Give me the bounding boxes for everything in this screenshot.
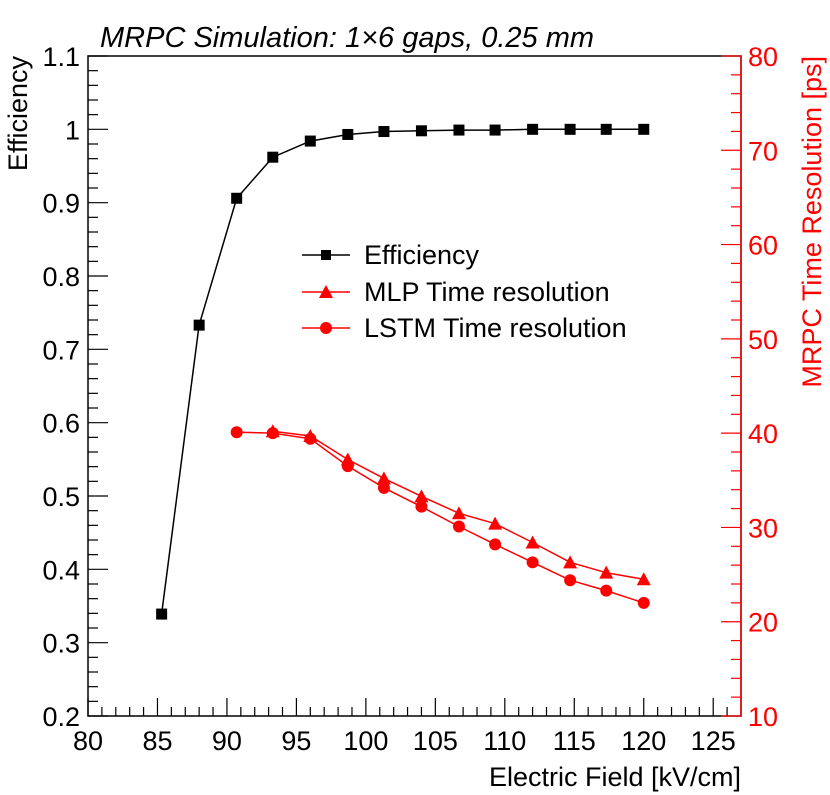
data-point xyxy=(453,124,465,136)
series-2 xyxy=(230,426,650,609)
y2-axis-label: MRPC Time Resolution [ps] xyxy=(797,56,827,388)
x-tick-label: 100 xyxy=(343,726,388,756)
legend-square-marker xyxy=(321,250,331,260)
data-point xyxy=(341,460,354,473)
data-point xyxy=(415,500,428,513)
data-point xyxy=(230,426,243,439)
x-tick-label: 95 xyxy=(281,726,311,756)
legend-circle-marker xyxy=(320,322,332,334)
data-point xyxy=(452,520,465,533)
y2-tick-label: 70 xyxy=(748,136,778,166)
y2-tick-label: 50 xyxy=(748,325,778,355)
data-point xyxy=(564,574,577,587)
y2-tick-label: 10 xyxy=(748,702,778,732)
x-tick-label: 85 xyxy=(142,726,172,756)
data-point xyxy=(638,123,650,135)
data-point xyxy=(564,123,576,135)
data-point xyxy=(600,123,612,135)
legend: Efficiency MLP Time resolution LSTM Time… xyxy=(302,240,627,343)
y-tick-label: 0.6 xyxy=(42,409,80,439)
data-point xyxy=(376,471,391,485)
x-tick-label: 80 xyxy=(73,726,103,756)
plot-area xyxy=(87,55,742,717)
y-tick-label: 1 xyxy=(65,115,80,145)
x-tick-label: 90 xyxy=(212,726,242,756)
x-axis-label: Electric Field [kV/cm] xyxy=(489,762,741,792)
data-point xyxy=(636,572,651,586)
chart-title: MRPC Simulation: 1×6 gaps, 0.25 mm xyxy=(100,22,594,54)
legend-item-efficiency: Efficiency xyxy=(302,240,480,270)
legend-triangle-marker xyxy=(319,285,333,298)
series-line xyxy=(160,128,644,615)
y2-tick-label: 20 xyxy=(748,608,778,638)
series-0 xyxy=(156,123,650,620)
y2-tick-label: 80 xyxy=(748,42,778,72)
series-line xyxy=(272,430,644,581)
legend-label-mlp: MLP Time resolution xyxy=(364,277,610,307)
data-point xyxy=(637,596,650,609)
legend-label-lstm: LSTM Time resolution xyxy=(364,313,627,343)
legend-label-efficiency: Efficiency xyxy=(364,240,480,270)
y-axis: 0.2 0.3 0.4 0.5 0.6 0.7 0.8 0.9 1 1.1 xyxy=(42,42,108,732)
series-line xyxy=(236,431,644,604)
y-axis-label: Efficiency xyxy=(3,56,33,172)
legend-item-mlp: MLP Time resolution xyxy=(302,277,610,307)
y2-axis: 10 20 30 40 50 60 70 80 xyxy=(721,42,778,732)
y-tick-label: 0.2 xyxy=(42,702,80,732)
data-point xyxy=(193,319,205,331)
y-tick-label: 0.3 xyxy=(42,629,80,659)
y2-tick-label: 30 xyxy=(748,513,778,543)
data-point xyxy=(489,124,501,136)
x-tick-label: 115 xyxy=(553,726,596,756)
x-tick-label: 105 xyxy=(413,726,458,756)
data-point xyxy=(451,506,466,520)
x-tick-label: 125 xyxy=(691,726,736,756)
series-layer xyxy=(156,123,651,620)
data-point xyxy=(414,489,429,503)
data-point xyxy=(377,481,390,494)
y2-tick-label: 40 xyxy=(748,419,778,449)
data-point xyxy=(342,128,354,140)
y-tick-label: 1.1 xyxy=(42,42,80,72)
data-point xyxy=(563,555,578,569)
y-tick-label: 0.5 xyxy=(42,482,80,512)
data-point xyxy=(525,535,540,549)
data-point xyxy=(488,516,503,530)
data-point xyxy=(415,125,427,137)
data-point xyxy=(527,123,539,135)
data-point xyxy=(304,432,317,445)
x-tick-label: 110 xyxy=(483,726,526,756)
data-point xyxy=(489,538,502,551)
legend-item-lstm: LSTM Time resolution xyxy=(302,313,627,343)
y-tick-label: 0.7 xyxy=(42,335,80,365)
y-tick-label: 0.8 xyxy=(42,262,80,292)
data-point xyxy=(600,584,613,597)
y-tick-label: 0.4 xyxy=(42,555,80,585)
data-point xyxy=(266,427,279,440)
y-tick-label: 0.9 xyxy=(42,189,80,219)
data-point xyxy=(267,151,279,163)
data-point xyxy=(304,135,316,147)
y2-tick-label: 60 xyxy=(748,231,778,261)
data-point xyxy=(378,126,390,138)
data-point xyxy=(599,565,614,579)
data-point xyxy=(156,608,168,620)
x-axis: 80 85 90 95 100 105 110 115 120 125 xyxy=(73,698,736,756)
x-tick-label: 120 xyxy=(621,726,666,756)
data-point xyxy=(231,192,243,204)
data-point xyxy=(526,556,539,569)
plot-frame xyxy=(87,55,742,717)
